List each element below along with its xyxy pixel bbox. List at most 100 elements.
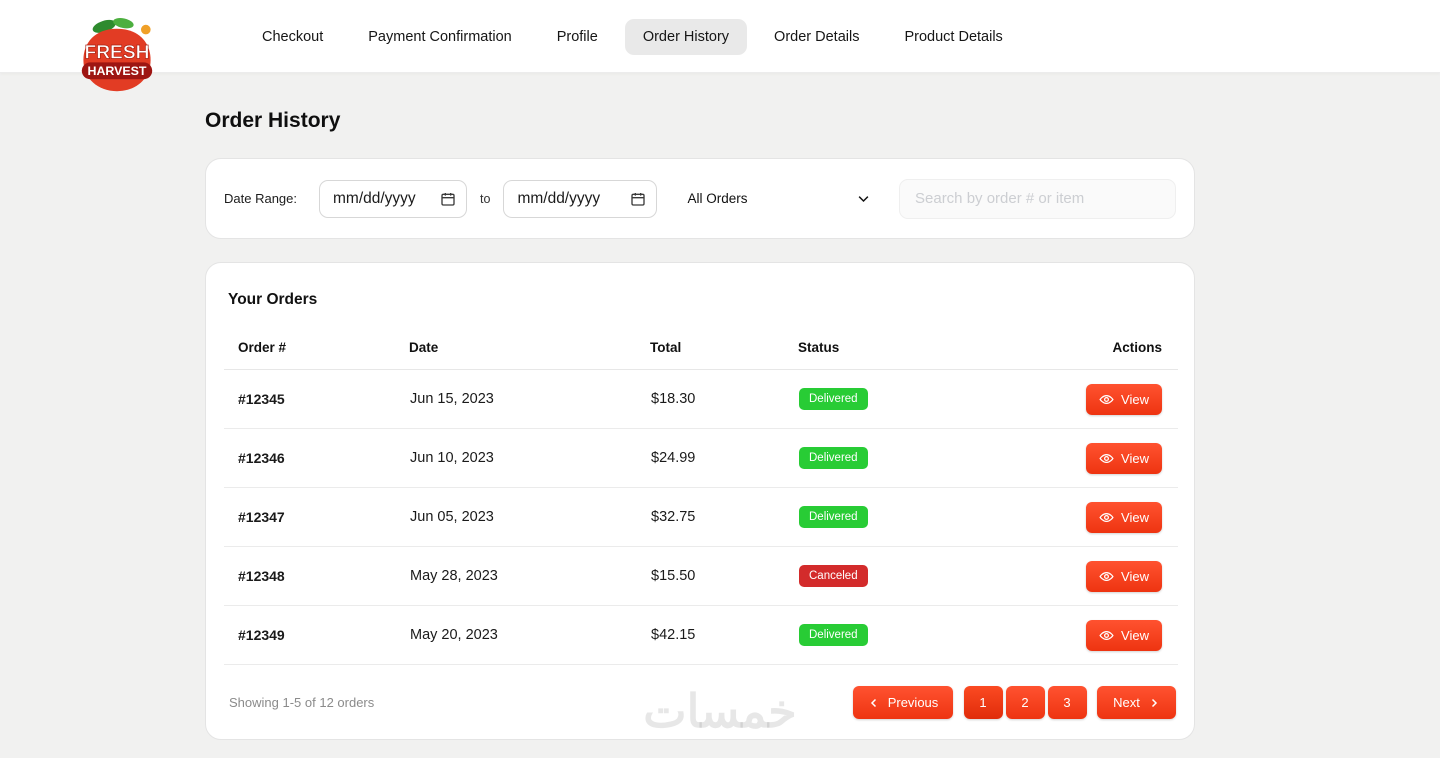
order-actions-cell: View bbox=[1028, 487, 1178, 547]
page-title: Order History bbox=[205, 109, 341, 132]
order-total-cell: $42.15 bbox=[650, 605, 798, 665]
previous-label: Previous bbox=[887, 695, 939, 710]
table-row: #12349 May 20, 2023 $42.15 Delivered View bbox=[224, 605, 1178, 665]
top-nav: FRESH HARVEST Checkout Payment Confirmati… bbox=[0, 0, 1440, 92]
view-button[interactable]: View bbox=[1086, 383, 1162, 415]
column-header-actions: Actions bbox=[1028, 330, 1178, 370]
to-label: to bbox=[480, 191, 491, 206]
status-badge: Delivered bbox=[799, 388, 868, 410]
nav-item-product-details[interactable]: Product Details bbox=[904, 28, 1003, 45]
previous-button[interactable]: Previous bbox=[853, 686, 953, 719]
order-number-cell: #12348 bbox=[224, 546, 409, 606]
date-range-label: Date Range: bbox=[224, 191, 297, 206]
search-input[interactable] bbox=[899, 178, 1176, 219]
order-actions-cell: View bbox=[1028, 369, 1178, 429]
view-label: View bbox=[1121, 391, 1149, 407]
orders-table: Order # Date Total Status Actions #12345… bbox=[224, 330, 1178, 665]
eye-icon bbox=[1099, 630, 1114, 640]
order-status-cell: Canceled bbox=[798, 546, 1028, 606]
date-from-value: mm/dd/yyyy bbox=[333, 189, 416, 207]
nav-item-payment-confirmation[interactable]: Payment Confirmation bbox=[368, 28, 512, 45]
order-actions-cell: View bbox=[1028, 605, 1178, 665]
orders-table-body: #12345 Jun 15, 2023 $18.30 Delivered View #12… bbox=[224, 369, 1178, 665]
table-header-row: Order # Date Total Status Actions bbox=[224, 330, 1178, 370]
next-label: Next bbox=[1113, 695, 1140, 710]
column-header-status: Status bbox=[798, 330, 1028, 370]
order-total-cell: $32.75 bbox=[650, 487, 798, 547]
view-label: View bbox=[1121, 627, 1149, 643]
order-total-cell: $15.50 bbox=[650, 546, 798, 606]
page-button-1[interactable]: 1 bbox=[963, 686, 1003, 719]
calendar-icon bbox=[631, 192, 646, 206]
next-button[interactable]: Next bbox=[1097, 686, 1176, 719]
order-actions-cell: View bbox=[1028, 428, 1178, 488]
showing-text: Showing 1-5 of 12 orders bbox=[229, 695, 375, 710]
order-number-cell: #12345 bbox=[224, 369, 409, 429]
view-button[interactable]: View bbox=[1086, 501, 1162, 533]
leaf-icon bbox=[113, 18, 134, 29]
eye-icon bbox=[1099, 394, 1114, 404]
column-header-order: Order # bbox=[224, 330, 409, 370]
eye-icon bbox=[1099, 512, 1114, 522]
column-header-total: Total bbox=[650, 330, 798, 370]
order-status-cell: Delivered bbox=[798, 369, 1028, 429]
order-status-cell: Delivered bbox=[798, 605, 1028, 665]
order-date-cell: Jun 10, 2023 bbox=[409, 428, 650, 488]
view-label: View bbox=[1121, 450, 1149, 466]
chevron-down-icon bbox=[859, 196, 869, 203]
table-row: #12345 Jun 15, 2023 $18.30 Delivered View bbox=[224, 369, 1178, 429]
column-header-date: Date bbox=[409, 330, 650, 370]
orange-dot-icon bbox=[141, 24, 151, 35]
order-actions-cell: View bbox=[1028, 546, 1178, 606]
calendar-icon bbox=[441, 192, 455, 206]
order-date-cell: Jun 05, 2023 bbox=[409, 487, 650, 547]
page-button-3[interactable]: 3 bbox=[1047, 686, 1087, 719]
orders-card: Your Orders Order # Date Total Status Ac… bbox=[205, 262, 1195, 740]
view-button[interactable]: View bbox=[1086, 619, 1162, 651]
chevron-left-icon bbox=[870, 698, 876, 707]
order-status-cell: Delivered bbox=[798, 428, 1028, 488]
order-total-cell: $18.30 bbox=[650, 369, 798, 429]
table-row: #12347 Jun 05, 2023 $32.75 Delivered View bbox=[224, 487, 1178, 547]
orders-title: Your Orders bbox=[228, 291, 318, 308]
order-number-cell: #12346 bbox=[224, 428, 409, 488]
order-date-cell: May 28, 2023 bbox=[409, 546, 650, 606]
view-button[interactable]: View bbox=[1086, 442, 1162, 474]
status-badge: Delivered bbox=[799, 506, 868, 528]
main-content: Order History Date Range: mm/dd/yyyy to … bbox=[205, 73, 1195, 740]
order-filter-value: All Orders bbox=[687, 191, 748, 206]
logo-text-fresh: FRESH bbox=[84, 42, 149, 63]
order-number-cell: #12349 bbox=[224, 605, 409, 665]
nav-item-order-history[interactable]: Order History bbox=[624, 18, 748, 55]
status-badge: Delivered bbox=[799, 447, 868, 469]
logo-banner bbox=[81, 62, 153, 80]
status-badge: Canceled bbox=[799, 565, 868, 587]
date-to-value: mm/dd/yyyy bbox=[517, 189, 601, 207]
order-status-cell: Delivered bbox=[798, 487, 1028, 547]
view-label: View bbox=[1121, 568, 1149, 584]
order-number-cell: #12347 bbox=[224, 487, 409, 547]
page-button-2[interactable]: 2 bbox=[1005, 686, 1045, 719]
view-label: View bbox=[1121, 509, 1149, 525]
order-total-cell: $24.99 bbox=[650, 428, 798, 488]
nav-item-order-details[interactable]: Order Details bbox=[774, 28, 860, 45]
order-date-cell: May 20, 2023 bbox=[409, 605, 650, 665]
date-to-input[interactable]: mm/dd/yyyy bbox=[503, 179, 658, 218]
nav-item-checkout[interactable]: Checkout bbox=[262, 28, 324, 45]
date-from-input[interactable]: mm/dd/yyyy bbox=[319, 179, 467, 218]
table-row: #12346 Jun 10, 2023 $24.99 Delivered View bbox=[224, 428, 1178, 488]
status-badge: Delivered bbox=[799, 624, 868, 646]
order-date-cell: Jun 15, 2023 bbox=[409, 369, 650, 429]
eye-icon bbox=[1099, 571, 1114, 581]
eye-icon bbox=[1099, 453, 1114, 463]
fresh-harvest-logo: FRESH HARVEST bbox=[81, 18, 153, 92]
view-button[interactable]: View bbox=[1086, 560, 1162, 592]
chevron-right-icon bbox=[1151, 698, 1157, 707]
table-row: #12348 May 28, 2023 $15.50 Canceled View bbox=[224, 546, 1178, 606]
order-filter-select[interactable]: All Orders bbox=[683, 180, 875, 218]
nav-item-profile[interactable]: Profile bbox=[556, 28, 598, 45]
nav-menu: Checkout Payment Confirmation Profile Order… bbox=[244, 0, 1021, 73]
filter-bar: Date Range: mm/dd/yyyy to mm/dd/yyyy All… bbox=[205, 158, 1195, 239]
